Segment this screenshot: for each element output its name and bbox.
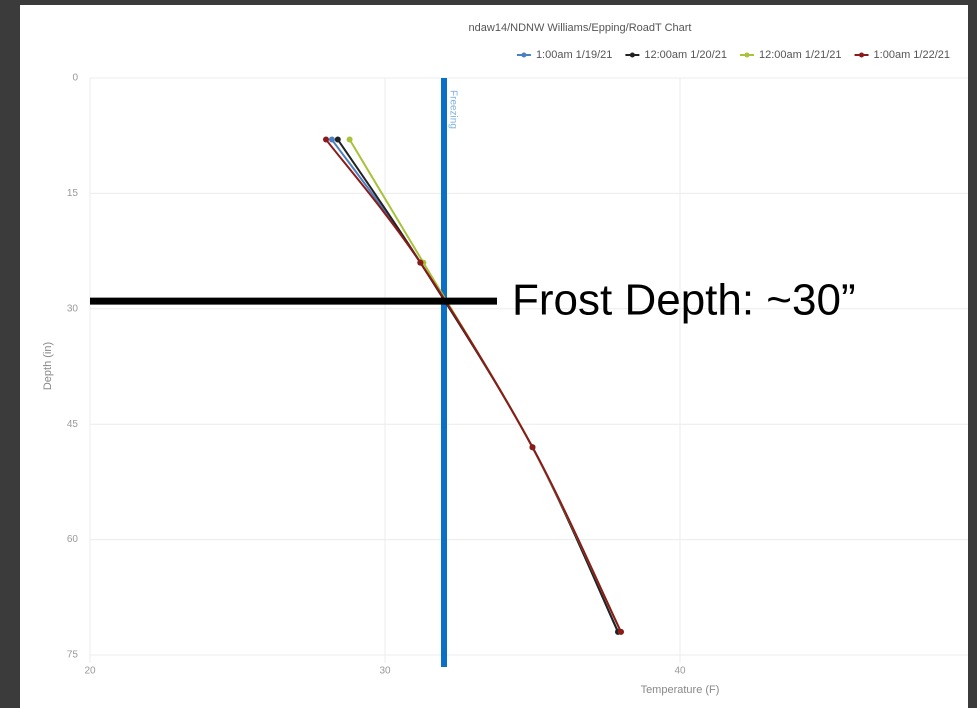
reference-label: Freezing — [447, 90, 458, 129]
x-tick-label: 40 — [674, 666, 686, 677]
legend-marker — [521, 52, 527, 58]
y-tick-label: 15 — [67, 188, 79, 199]
y-tick-label: 60 — [67, 534, 79, 545]
y-tick-label: 30 — [67, 303, 79, 314]
legend-label: 12:00am 1/21/21 — [759, 49, 842, 61]
legend-label: 12:00am 1/20/21 — [644, 49, 727, 61]
y-tick-label: 0 — [72, 73, 78, 84]
data-point — [618, 628, 624, 635]
data-point — [346, 136, 353, 143]
y-axis-title: Depth (in) — [42, 342, 54, 390]
legend-label: 1:00am 1/19/21 — [536, 49, 612, 61]
x-axis-title: Temperature (F) — [641, 684, 720, 696]
data-point — [417, 259, 424, 266]
data-point — [328, 136, 335, 143]
data-point — [529, 444, 536, 451]
data-point — [323, 136, 329, 143]
y-tick-label: 75 — [67, 650, 79, 661]
legend-marker — [744, 52, 750, 58]
legend-marker — [859, 52, 865, 58]
chart-title: ndaw14/NDNW Williams/Epping/RoadT Chart — [469, 22, 692, 34]
legend-label: 1:00am 1/22/21 — [874, 49, 950, 61]
panel — [20, 5, 968, 708]
series-line — [325, 138, 622, 633]
legend-marker — [629, 52, 635, 58]
x-tick-label: 30 — [379, 666, 391, 677]
data-point — [334, 136, 341, 143]
x-tick-label: 20 — [84, 666, 96, 677]
annotation-text: Frost Depth: ~30” — [512, 276, 856, 325]
y-tick-label: 45 — [67, 419, 79, 430]
